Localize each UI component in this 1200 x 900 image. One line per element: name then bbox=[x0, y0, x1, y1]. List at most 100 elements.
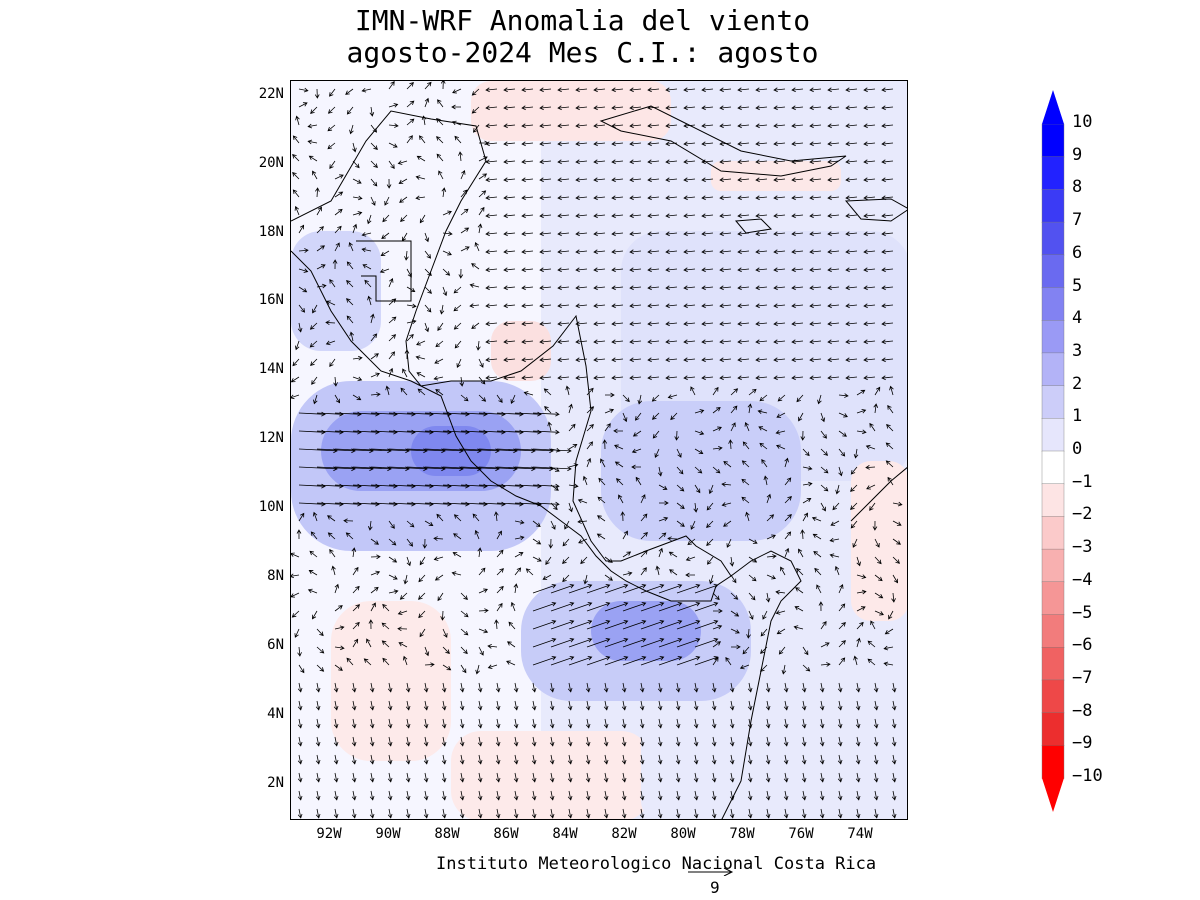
wind-vector bbox=[730, 592, 739, 600]
wind-vector bbox=[604, 655, 629, 666]
wind-vector bbox=[791, 141, 804, 147]
wind-vector bbox=[873, 772, 879, 783]
wind-vector bbox=[776, 628, 786, 635]
wind-vector bbox=[495, 682, 501, 693]
wind-vector bbox=[737, 195, 750, 201]
colorbar-label: 3 bbox=[1072, 340, 1083, 361]
wind-vector bbox=[503, 357, 516, 363]
wind-vector bbox=[567, 754, 573, 765]
wind-vector bbox=[547, 421, 552, 432]
wind-vector bbox=[459, 790, 465, 801]
wind-vector bbox=[327, 532, 336, 540]
wind-vector bbox=[352, 178, 362, 184]
wind-vector bbox=[881, 105, 894, 111]
wind-vector bbox=[729, 700, 735, 711]
wind-vector bbox=[765, 682, 771, 693]
wind-vector bbox=[712, 624, 723, 630]
lon-label-78w: 78W bbox=[729, 826, 755, 842]
wind-vector bbox=[458, 268, 464, 279]
wind-vector bbox=[352, 376, 363, 382]
wind-vector bbox=[819, 700, 825, 711]
wind-vector bbox=[387, 790, 393, 801]
wind-vector bbox=[611, 285, 624, 291]
wind-vector bbox=[891, 754, 897, 765]
wind-vector bbox=[568, 483, 579, 489]
wind-vector bbox=[747, 682, 753, 693]
wind-vector bbox=[292, 189, 300, 198]
wind-vector bbox=[737, 303, 750, 309]
wind-vector bbox=[669, 569, 678, 576]
wind-vector bbox=[485, 375, 498, 381]
wind-vector bbox=[557, 123, 570, 129]
wind-vector bbox=[629, 105, 642, 111]
wind-vector bbox=[370, 178, 378, 187]
wind-vector bbox=[424, 268, 432, 277]
wind-vector bbox=[729, 754, 735, 765]
wind-vector bbox=[853, 655, 858, 666]
colorbar-cell bbox=[1041, 647, 1065, 681]
wind-vector bbox=[837, 790, 843, 801]
wind-vector bbox=[856, 637, 861, 648]
wind-vector bbox=[352, 585, 360, 594]
wind-vector bbox=[334, 664, 343, 671]
wind-vector bbox=[550, 502, 558, 511]
wind-vector bbox=[402, 368, 408, 378]
coastline bbox=[850, 467, 907, 522]
wind-vector bbox=[658, 619, 683, 630]
wind-vector bbox=[388, 501, 416, 507]
wind-vector bbox=[406, 520, 415, 528]
wind-vector bbox=[567, 790, 573, 801]
wind-vector bbox=[694, 601, 719, 612]
wind-vector bbox=[693, 502, 699, 513]
wind-vector bbox=[629, 213, 642, 219]
wind-vector bbox=[593, 267, 606, 273]
wind-vector bbox=[297, 790, 303, 801]
wind-vector bbox=[665, 375, 678, 381]
wind-vector bbox=[819, 718, 825, 729]
wind-vector bbox=[856, 589, 867, 595]
wind-vector bbox=[334, 483, 362, 489]
wind-vector bbox=[801, 718, 807, 729]
wind-vector bbox=[694, 409, 705, 414]
wind-vector bbox=[453, 514, 462, 522]
colorbar-cell bbox=[1041, 254, 1065, 289]
wind-vector bbox=[532, 655, 557, 666]
wind-vector bbox=[780, 566, 786, 576]
anomaly-shading bbox=[471, 81, 671, 141]
wind-vector bbox=[622, 637, 647, 648]
wind-vector bbox=[719, 357, 732, 363]
wind-vector bbox=[510, 601, 516, 612]
wind-vector bbox=[539, 267, 552, 273]
wind-vector bbox=[611, 339, 624, 345]
wind-vector bbox=[406, 448, 446, 454]
wind-vector bbox=[891, 772, 897, 783]
wind-vector bbox=[549, 736, 555, 747]
wind-vector bbox=[575, 177, 588, 183]
wind-vector bbox=[388, 589, 399, 595]
wind-vector bbox=[655, 565, 660, 576]
wind-vector bbox=[478, 206, 485, 216]
wind-vector bbox=[665, 339, 678, 345]
wind-vector bbox=[647, 123, 660, 129]
wind-vector bbox=[441, 736, 447, 747]
colorbar-cell bbox=[1041, 123, 1065, 158]
wind-vector bbox=[424, 411, 452, 417]
wind-vector bbox=[291, 592, 300, 598]
wind-vector bbox=[531, 808, 537, 819]
colorbar-label: 5 bbox=[1072, 275, 1083, 296]
wind-vector bbox=[765, 736, 771, 747]
wind-vector bbox=[460, 246, 470, 252]
wind-vector bbox=[549, 754, 555, 765]
wind-vector bbox=[387, 682, 393, 693]
wind-vector bbox=[402, 655, 408, 666]
wind-vector bbox=[837, 754, 843, 765]
wind-vector bbox=[307, 588, 318, 594]
lat-label-22n: 22N bbox=[258, 86, 284, 102]
wind-vector bbox=[549, 682, 555, 693]
wind-vector bbox=[369, 772, 375, 783]
wind-vector bbox=[640, 549, 648, 558]
wind-vector bbox=[568, 655, 593, 666]
wind-vector bbox=[370, 313, 375, 324]
wind-vector bbox=[399, 592, 408, 600]
wind-vector bbox=[388, 81, 395, 90]
